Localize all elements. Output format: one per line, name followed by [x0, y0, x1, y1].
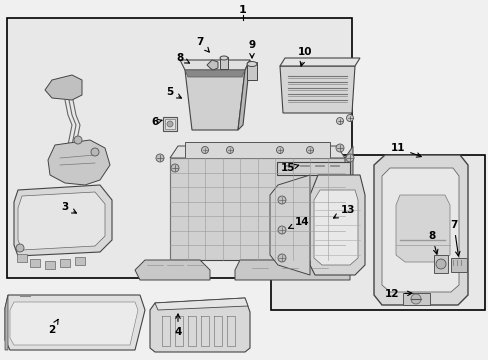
- Polygon shape: [187, 316, 196, 346]
- Circle shape: [276, 147, 283, 153]
- Circle shape: [278, 196, 285, 204]
- Polygon shape: [48, 140, 110, 185]
- Polygon shape: [184, 70, 244, 130]
- Polygon shape: [402, 293, 429, 305]
- Polygon shape: [280, 66, 354, 113]
- Text: 8: 8: [427, 231, 437, 254]
- Text: 9: 9: [248, 40, 255, 58]
- Circle shape: [335, 144, 343, 152]
- Bar: [270, 155, 484, 310]
- Circle shape: [278, 254, 285, 262]
- Polygon shape: [184, 70, 244, 77]
- Circle shape: [171, 164, 179, 172]
- Polygon shape: [45, 75, 82, 100]
- Polygon shape: [214, 316, 222, 346]
- Circle shape: [346, 114, 353, 122]
- Bar: [75, 257, 85, 265]
- Bar: [433, 255, 447, 273]
- Text: 3: 3: [61, 202, 76, 213]
- Circle shape: [435, 259, 445, 269]
- Text: 2: 2: [48, 319, 58, 335]
- Text: 13: 13: [333, 205, 354, 218]
- Polygon shape: [170, 158, 345, 260]
- Text: 12: 12: [384, 289, 411, 299]
- Circle shape: [306, 147, 313, 153]
- Ellipse shape: [220, 56, 227, 60]
- Bar: [45, 261, 55, 269]
- Polygon shape: [220, 57, 227, 69]
- Text: 7: 7: [196, 37, 209, 52]
- Polygon shape: [162, 316, 170, 346]
- Text: 7: 7: [449, 220, 459, 256]
- Circle shape: [201, 147, 208, 153]
- Polygon shape: [345, 146, 352, 260]
- Polygon shape: [18, 192, 105, 250]
- Circle shape: [167, 121, 173, 127]
- Polygon shape: [313, 190, 357, 265]
- Circle shape: [336, 117, 343, 125]
- Circle shape: [226, 147, 233, 153]
- Polygon shape: [5, 295, 145, 350]
- Polygon shape: [309, 175, 364, 275]
- Polygon shape: [184, 142, 329, 158]
- Polygon shape: [246, 62, 257, 80]
- Circle shape: [278, 226, 285, 234]
- Polygon shape: [373, 155, 467, 305]
- Polygon shape: [10, 302, 138, 345]
- Polygon shape: [150, 298, 249, 352]
- Circle shape: [410, 294, 420, 304]
- Text: 15: 15: [280, 163, 298, 173]
- Bar: [163, 117, 177, 131]
- Circle shape: [156, 154, 163, 162]
- Polygon shape: [395, 195, 449, 262]
- Text: 5: 5: [166, 87, 181, 98]
- Circle shape: [74, 136, 82, 144]
- Bar: [17, 254, 27, 262]
- Polygon shape: [238, 60, 249, 130]
- Text: 1: 1: [239, 5, 246, 15]
- Text: 8: 8: [176, 53, 189, 63]
- Polygon shape: [135, 260, 209, 280]
- Ellipse shape: [246, 62, 257, 67]
- Text: 10: 10: [297, 47, 312, 66]
- Polygon shape: [175, 316, 183, 346]
- Text: 4: 4: [174, 314, 182, 337]
- Polygon shape: [226, 316, 235, 346]
- Circle shape: [346, 154, 353, 162]
- Polygon shape: [170, 146, 345, 158]
- Text: 14: 14: [288, 217, 309, 228]
- Polygon shape: [155, 298, 247, 310]
- Bar: [7, 18, 351, 278]
- Text: 11: 11: [390, 143, 420, 157]
- Polygon shape: [14, 185, 112, 256]
- Polygon shape: [269, 175, 309, 275]
- Bar: [60, 259, 70, 267]
- Polygon shape: [201, 316, 208, 346]
- Bar: [450, 258, 466, 272]
- Polygon shape: [5, 295, 8, 350]
- Circle shape: [16, 244, 24, 252]
- Polygon shape: [235, 260, 349, 280]
- Text: 6: 6: [151, 117, 162, 127]
- Bar: [164, 119, 175, 129]
- Polygon shape: [280, 58, 359, 66]
- Polygon shape: [180, 60, 249, 70]
- Circle shape: [91, 148, 99, 156]
- Polygon shape: [206, 60, 218, 70]
- Polygon shape: [276, 162, 349, 175]
- Polygon shape: [381, 168, 458, 292]
- Bar: [30, 259, 40, 267]
